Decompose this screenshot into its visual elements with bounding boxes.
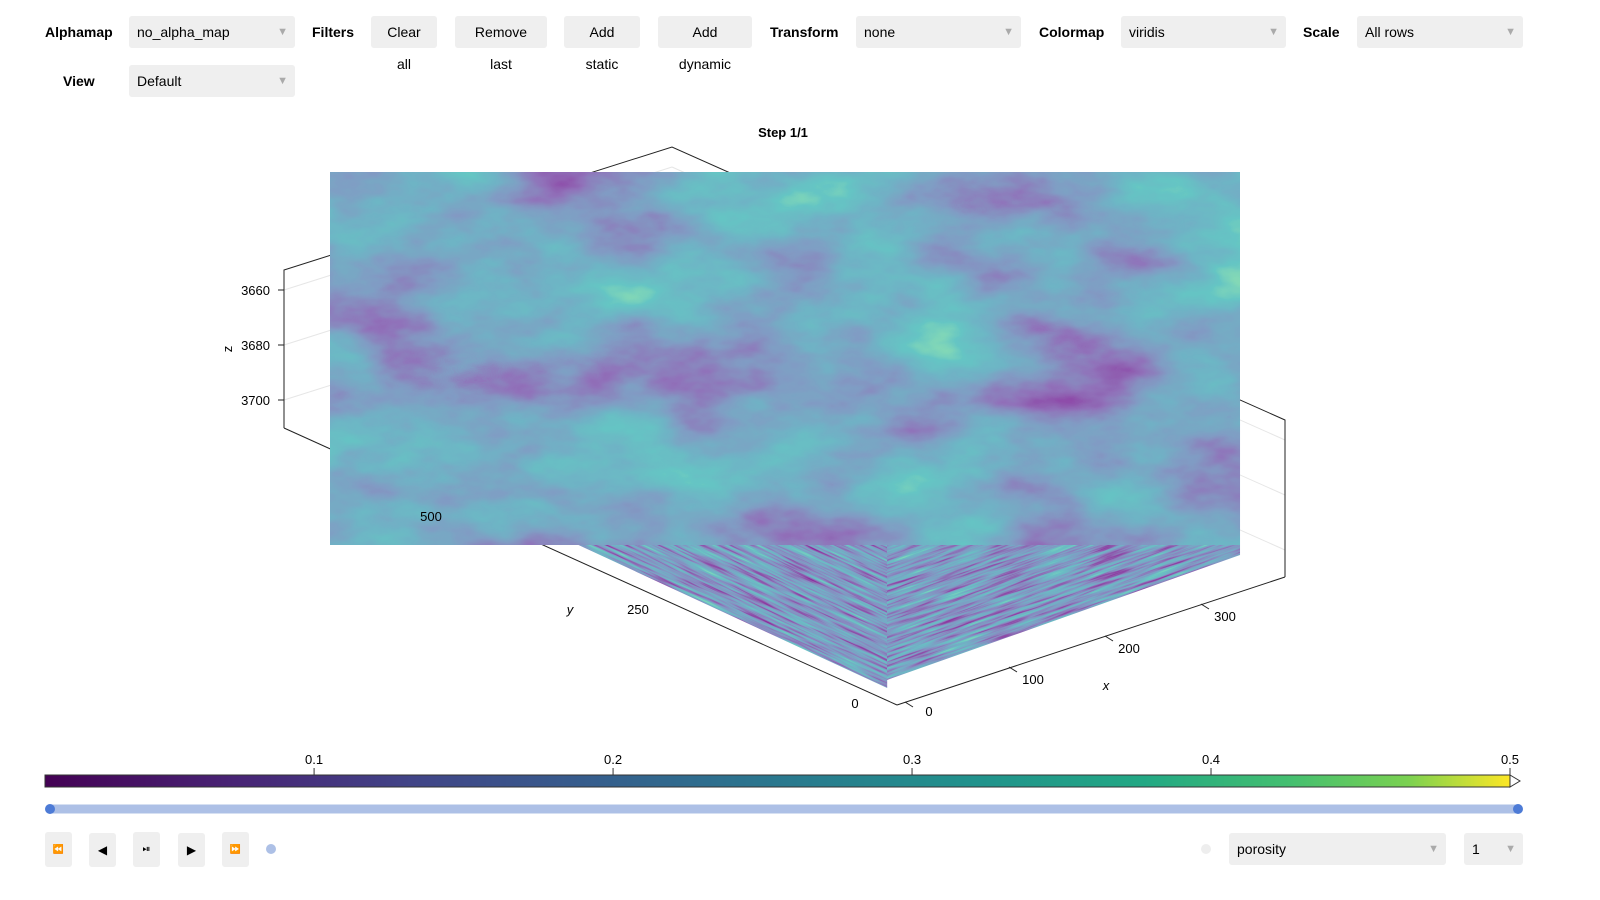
colorbar-tick-label: 0.2 [604,752,622,767]
x-tick: 300 [1214,609,1236,624]
index-value: 1 [1472,841,1480,857]
remove-last-button[interactable]: Remove last [455,16,547,72]
play-pause-icon: ⏯ [142,844,151,855]
z-tick: 3700 [241,393,270,408]
scale-value: All rows [1365,24,1415,40]
colormap-dropdown[interactable]: viridis ▼ [1121,16,1286,48]
prev-frame-button[interactable]: ◀ [89,833,116,867]
transform-dropdown[interactable]: none ▼ [856,16,1021,48]
z-tick: 3660 [241,283,270,298]
alphamap-dropdown[interactable]: no_alpha_map ▼ [129,16,295,48]
alphamap-label: Alphamap [45,24,113,40]
next-frame-button[interactable]: ▶ [178,833,205,867]
z-axis-label: z [220,346,235,353]
play-icon: ▶ [186,843,197,857]
colorbar-tick-label: 0.4 [1202,752,1220,767]
view-label: View [63,73,95,89]
slider-handle-end[interactable] [1513,804,1523,814]
index-dropdown[interactable]: 1 ▼ [1464,833,1523,865]
chevron-down-icon: ▼ [1505,26,1516,38]
plot-title: Step 1/1 [758,125,808,140]
volume-right-face [887,420,1240,680]
x-tick: 200 [1118,641,1140,656]
x-axis-label: x [1102,678,1110,693]
step-back-icon: ◀ [97,843,108,857]
colorbar-tick-label: 0.1 [305,752,323,767]
x-tick: 0 [925,704,932,719]
transform-label: Transform [770,24,839,40]
variable-toggle[interactable] [1201,844,1211,854]
z-axis: 3660 3680 3700 z [220,283,284,408]
chevron-down-icon: ▼ [277,75,288,87]
colorbar: 0.1 0.2 0.3 0.4 0.5 [44,752,1521,788]
x-axis: 0 100 200 300 x [904,603,1236,719]
chevron-down-icon: ▼ [277,26,288,38]
view-value: Default [137,73,182,89]
scale-dropdown[interactable]: All rows ▼ [1357,16,1523,48]
chevron-down-icon: ▼ [1505,843,1516,855]
colorbar-tick-label: 0.3 [903,752,921,767]
y-tick: 0 [851,696,858,711]
scale-label: Scale [1303,24,1340,40]
rewind-icon: ⏪ [52,844,65,854]
view-dropdown[interactable]: Default ▼ [129,65,295,97]
z-tick: 3680 [241,338,270,353]
time-slider[interactable] [45,804,1523,814]
axis-frame [283,146,1286,706]
colormap-label: Colormap [1039,24,1105,40]
last-frame-button[interactable]: ⏩ [222,832,249,867]
clear-all-button[interactable]: Clear all [371,16,437,72]
x-tick: 100 [1022,672,1044,687]
colormap-value: viridis [1129,24,1165,40]
y-axis: 500 250 0 y [420,509,858,711]
y-tick: 250 [627,602,649,617]
playback-toggle[interactable] [266,844,276,854]
chevron-down-icon: ▼ [1268,26,1279,38]
volume-top-face [330,172,1240,545]
colorbar-tick-label: 0.5 [1501,752,1519,767]
y-tick: 500 [420,509,442,524]
transform-value: none [864,24,896,40]
y-axis-label: y [566,602,575,617]
variable-dropdown[interactable]: porosity ▼ [1229,833,1446,865]
play-pause-button[interactable]: ⏯ [133,832,160,867]
variable-value: porosity [1237,841,1287,857]
add-static-button[interactable]: Add static [564,16,640,72]
add-dynamic-button[interactable]: Add dynamic [658,16,752,72]
filters-label: Filters [312,24,355,40]
chevron-down-icon: ▼ [1428,843,1439,855]
alphamap-value: no_alpha_map [137,24,230,40]
slider-handle-start[interactable] [45,804,55,814]
first-frame-button[interactable]: ⏪ [45,832,72,867]
fast-forward-icon: ⏩ [229,844,242,854]
chevron-down-icon: ▼ [1003,26,1014,38]
volume-front-face [330,287,887,688]
